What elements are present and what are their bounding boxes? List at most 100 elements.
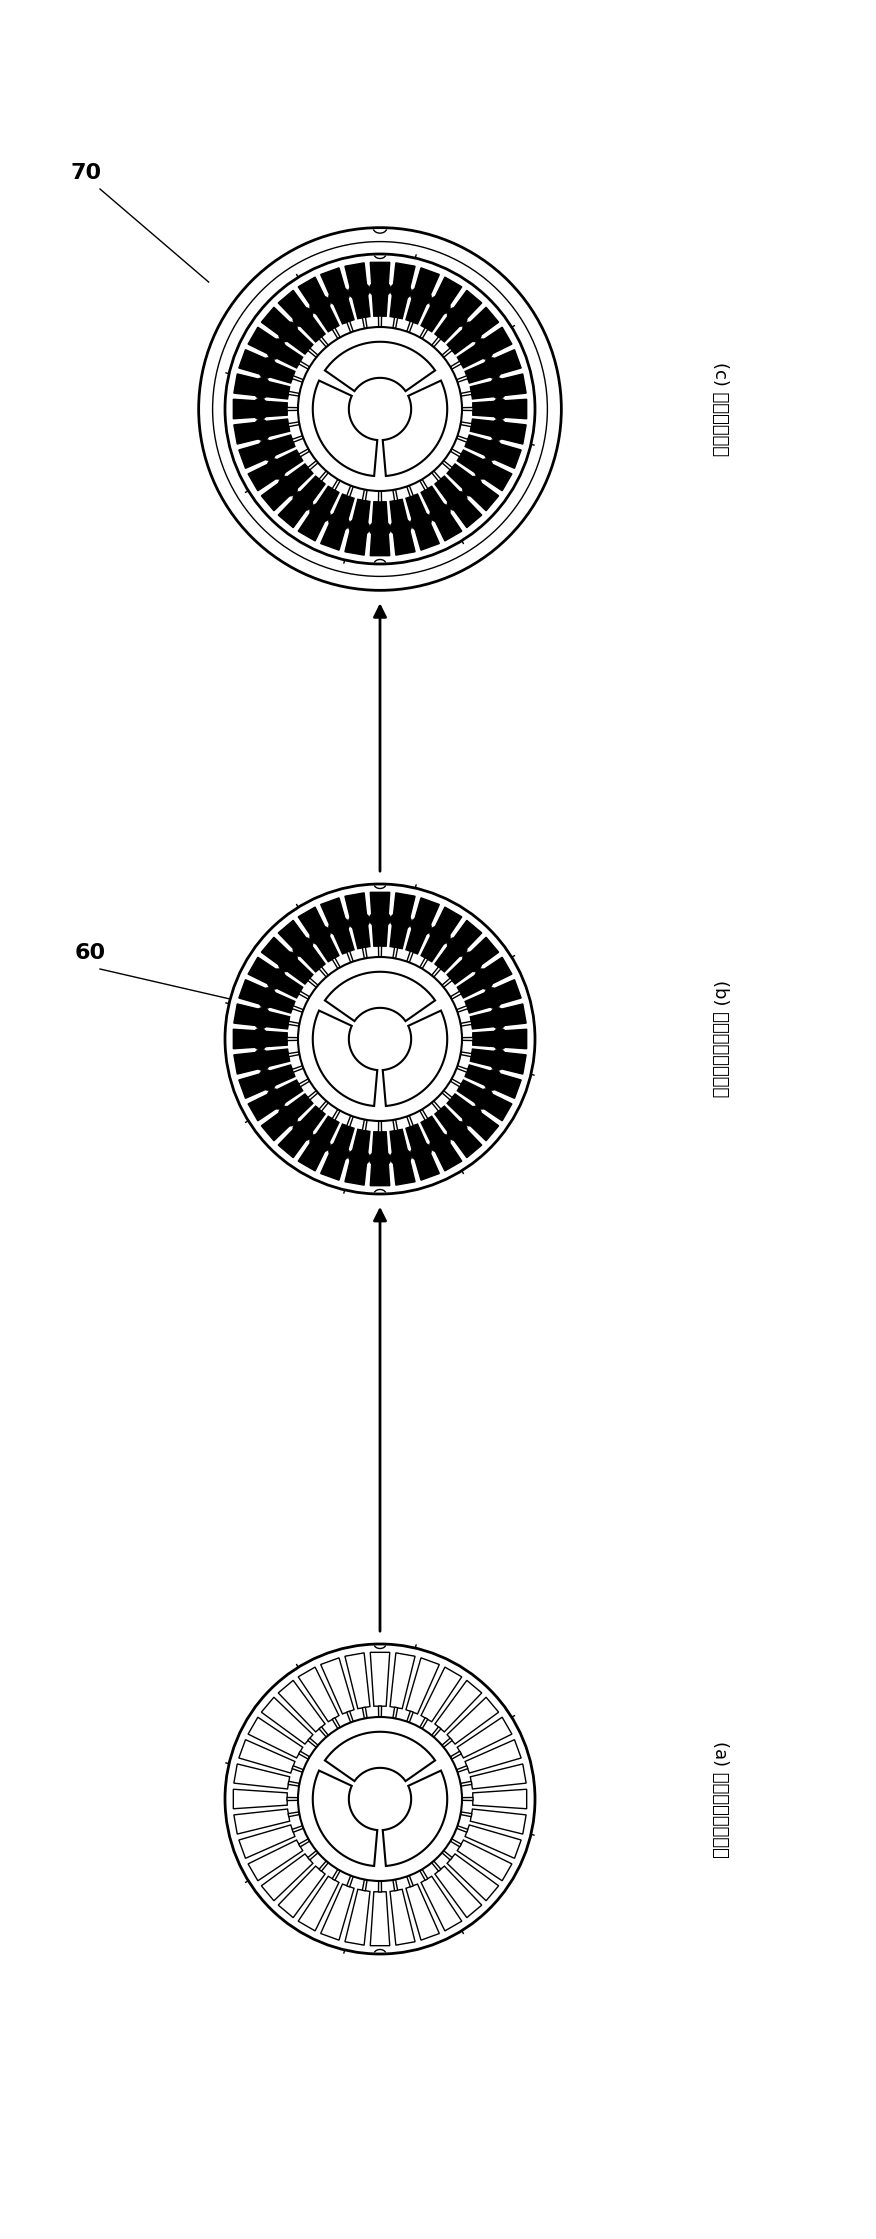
- Polygon shape: [288, 421, 300, 428]
- Polygon shape: [239, 434, 295, 468]
- Circle shape: [293, 1122, 307, 1135]
- Polygon shape: [406, 1115, 413, 1126]
- Polygon shape: [234, 1764, 290, 1789]
- Polygon shape: [461, 421, 472, 428]
- Polygon shape: [279, 291, 325, 343]
- Polygon shape: [390, 893, 415, 949]
- Polygon shape: [363, 947, 367, 958]
- Polygon shape: [371, 1892, 390, 1946]
- Polygon shape: [233, 399, 287, 419]
- Circle shape: [349, 914, 363, 929]
- Polygon shape: [345, 893, 370, 949]
- Polygon shape: [421, 278, 462, 331]
- Polygon shape: [345, 1128, 370, 1184]
- Polygon shape: [450, 360, 462, 369]
- Polygon shape: [332, 958, 340, 969]
- Polygon shape: [447, 1095, 498, 1140]
- Circle shape: [390, 522, 404, 535]
- Circle shape: [336, 918, 350, 931]
- Circle shape: [436, 1133, 450, 1149]
- Polygon shape: [299, 1079, 310, 1086]
- Polygon shape: [325, 343, 435, 392]
- Polygon shape: [378, 1881, 382, 1892]
- Polygon shape: [473, 1789, 526, 1809]
- Polygon shape: [406, 952, 413, 963]
- Polygon shape: [406, 320, 413, 331]
- Circle shape: [429, 296, 443, 311]
- Circle shape: [267, 976, 281, 990]
- Polygon shape: [321, 898, 354, 954]
- Polygon shape: [279, 477, 325, 528]
- Polygon shape: [279, 1865, 325, 1917]
- Circle shape: [349, 519, 363, 533]
- Circle shape: [487, 439, 501, 452]
- Polygon shape: [298, 486, 339, 542]
- Polygon shape: [234, 374, 290, 399]
- Circle shape: [484, 448, 498, 461]
- Circle shape: [487, 994, 501, 1010]
- Polygon shape: [261, 307, 313, 354]
- Polygon shape: [461, 1052, 472, 1057]
- Circle shape: [316, 508, 330, 522]
- Polygon shape: [390, 1128, 415, 1184]
- Circle shape: [468, 1106, 482, 1120]
- Circle shape: [475, 338, 489, 352]
- Circle shape: [356, 1151, 371, 1164]
- Polygon shape: [393, 318, 398, 329]
- Polygon shape: [319, 967, 328, 976]
- Circle shape: [453, 313, 467, 327]
- Text: 70: 70: [70, 163, 101, 184]
- Circle shape: [299, 307, 313, 322]
- Polygon shape: [447, 938, 498, 985]
- Polygon shape: [383, 381, 448, 477]
- Circle shape: [429, 508, 443, 522]
- Polygon shape: [393, 947, 398, 958]
- Text: 60: 60: [75, 943, 106, 963]
- Polygon shape: [363, 1120, 367, 1131]
- Circle shape: [453, 490, 467, 506]
- Circle shape: [309, 1133, 323, 1149]
- Polygon shape: [347, 1711, 353, 1722]
- Polygon shape: [347, 952, 353, 963]
- Polygon shape: [378, 947, 382, 956]
- Polygon shape: [288, 1811, 300, 1816]
- Polygon shape: [347, 486, 353, 497]
- Polygon shape: [420, 479, 427, 490]
- Circle shape: [418, 1144, 432, 1158]
- Polygon shape: [261, 1095, 313, 1140]
- Polygon shape: [298, 278, 339, 331]
- Circle shape: [398, 284, 412, 298]
- Polygon shape: [319, 470, 328, 481]
- Polygon shape: [450, 1838, 462, 1847]
- Circle shape: [398, 1149, 412, 1164]
- Polygon shape: [307, 461, 318, 470]
- Circle shape: [328, 920, 343, 934]
- Polygon shape: [332, 1870, 340, 1881]
- Polygon shape: [442, 1852, 452, 1861]
- Polygon shape: [371, 502, 390, 555]
- Polygon shape: [288, 1021, 300, 1025]
- Circle shape: [225, 1643, 535, 1955]
- Polygon shape: [473, 1030, 526, 1048]
- Polygon shape: [307, 347, 318, 358]
- Polygon shape: [371, 262, 390, 316]
- Circle shape: [491, 1008, 505, 1021]
- Polygon shape: [279, 920, 325, 972]
- Polygon shape: [261, 938, 313, 985]
- Polygon shape: [261, 1697, 313, 1744]
- Circle shape: [267, 345, 281, 360]
- Polygon shape: [462, 407, 473, 410]
- Circle shape: [377, 1151, 391, 1167]
- Polygon shape: [420, 1717, 427, 1729]
- Polygon shape: [287, 1798, 298, 1800]
- Polygon shape: [406, 1124, 440, 1180]
- Circle shape: [453, 943, 467, 956]
- Polygon shape: [465, 1066, 521, 1099]
- Polygon shape: [292, 1767, 303, 1773]
- Polygon shape: [470, 1003, 526, 1030]
- Circle shape: [475, 466, 489, 479]
- Circle shape: [491, 1014, 505, 1030]
- Polygon shape: [371, 893, 390, 947]
- Circle shape: [369, 522, 383, 535]
- Circle shape: [377, 282, 391, 296]
